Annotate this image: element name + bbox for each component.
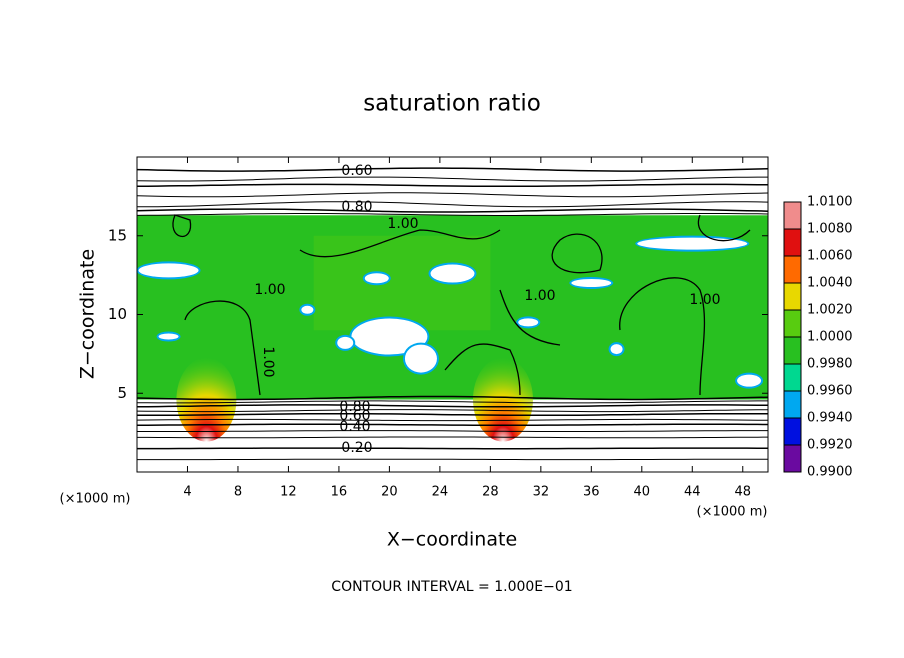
x-tick-label: 12: [280, 485, 297, 500]
y-axis-label: Z−coordinate: [77, 249, 99, 379]
x-tick-label: 4: [183, 485, 191, 500]
dry-patch: [431, 265, 475, 283]
x-tick-label: 24: [432, 485, 449, 500]
contour-line: [137, 202, 768, 207]
dry-patch: [518, 318, 538, 326]
x-tick-label: 40: [634, 485, 651, 500]
dry-patch: [159, 334, 179, 340]
contour-line: [137, 184, 768, 186]
dry-patch: [405, 345, 437, 373]
colorbar-label: 0.9940: [807, 411, 853, 426]
y-tick-label: 5: [117, 384, 127, 402]
x-axis-label: X−coordinate: [387, 529, 517, 551]
x-tick-label: 44: [684, 485, 701, 500]
contour-line: [137, 414, 768, 416]
contour-line: [137, 424, 768, 425]
contour-line: [137, 448, 768, 449]
contour-line: [137, 214, 768, 216]
dry-patch: [337, 337, 353, 349]
colorbar-band: [784, 418, 801, 445]
colorbar-label: 0.9920: [807, 438, 853, 453]
colorbar-label: 0.9960: [807, 384, 853, 399]
x-tick-label: 32: [533, 485, 550, 500]
dry-patch: [737, 375, 761, 387]
x-tick-label: 48: [734, 485, 751, 500]
contour-line: [137, 437, 768, 438]
contour-label: 1.00: [524, 288, 555, 304]
colorbar-band: [784, 229, 801, 256]
footer-note: CONTOUR INTERVAL = 1.000E−01: [331, 579, 572, 595]
contour-label: 0.40: [339, 419, 370, 435]
hot-spot: [473, 358, 533, 442]
colorbar-band: [784, 283, 801, 310]
colorbar-label: 1.0060: [807, 249, 853, 264]
contour-line: [137, 177, 768, 181]
dry-patch: [365, 273, 389, 283]
dry-patch: [611, 344, 623, 354]
x-tick-label: 36: [583, 485, 600, 500]
colorbar-band: [784, 391, 801, 418]
x-unit-label: (×1000 m): [697, 505, 768, 520]
chart-title: saturation ratio: [363, 91, 541, 117]
contour-line: [137, 431, 768, 432]
colorbar-band: [784, 445, 801, 472]
dry-patch: [139, 263, 199, 277]
x-unit-label: (×1000 m): [60, 492, 131, 507]
contour-label: 1.00: [254, 282, 285, 298]
colorbar-band: [784, 364, 801, 391]
colorbar-label: 0.9980: [807, 357, 853, 372]
contour-line: [137, 209, 768, 212]
colorbar-band: [784, 337, 801, 364]
contour-label: 0.60: [341, 163, 372, 179]
colorbar-band: [784, 202, 801, 229]
contour-label: 1.00: [689, 292, 720, 308]
x-tick-label: 8: [234, 485, 242, 500]
x-tick-label: 16: [331, 485, 348, 500]
colorbar-label: 1.0100: [807, 195, 853, 210]
colorbar-label: 1.0080: [807, 222, 853, 237]
contour-line: [137, 193, 768, 197]
colorbar-label: 0.9900: [807, 465, 853, 480]
colorbar-label: 1.0040: [807, 276, 853, 291]
dry-patch: [301, 306, 313, 314]
colorbar-band: [784, 256, 801, 283]
x-tick-label: 20: [381, 485, 398, 500]
contour-label: 0.80: [341, 199, 372, 215]
dry-patch: [571, 279, 611, 287]
contour-label: 0.20: [341, 440, 372, 456]
contour-label: 1.00: [260, 346, 276, 377]
y-tick-label: 15: [108, 226, 127, 244]
colorbar-band: [784, 310, 801, 337]
x-tick-label: 28: [482, 485, 499, 500]
contour-label: 1.00: [387, 216, 418, 232]
contour-line: [137, 168, 768, 171]
colorbar-label: 1.0020: [807, 303, 853, 318]
colorbar-label: 1.0000: [807, 330, 853, 345]
y-tick-label: 10: [108, 305, 127, 323]
